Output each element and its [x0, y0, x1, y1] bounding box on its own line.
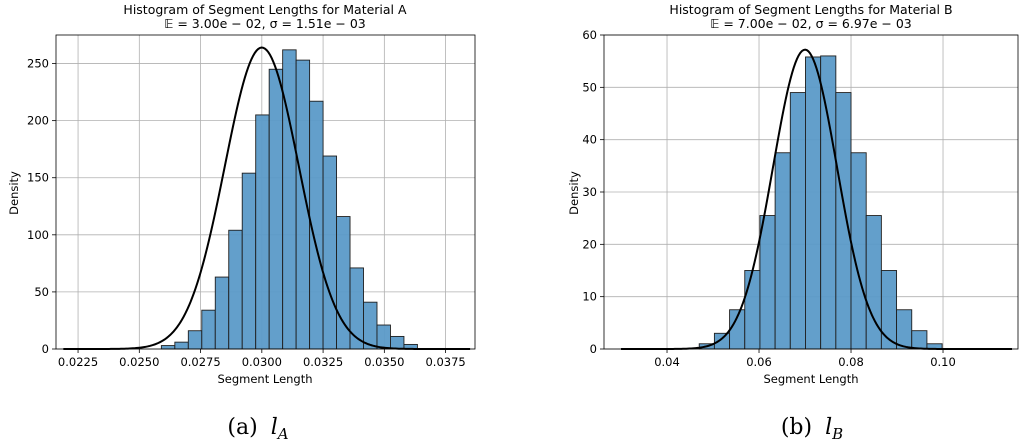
chart-b-y-label: Density: [567, 171, 581, 215]
chart-a-bar-1: [174, 341, 189, 350]
caption-b-prefix: (b): [781, 415, 812, 440]
chart-a-x-label: Segment Length: [217, 372, 312, 386]
chart-b-x-label: Segment Length: [763, 372, 858, 386]
chart-b-ytick-label-5: 50: [582, 80, 597, 94]
chart-a-bar-5: [228, 229, 243, 350]
caption-b-var: l: [825, 415, 832, 440]
chart-a-bar-6: [241, 172, 257, 350]
caption-a-var: l: [271, 415, 278, 440]
chart-b-bar-12: [880, 270, 898, 350]
chart-a-bars: [160, 49, 418, 350]
caption-b: (b) lB: [781, 415, 843, 441]
chart-a-xtick-label-5: 0.0350: [364, 355, 404, 369]
chart-a-bar-4: [214, 276, 230, 350]
chart-a-ytick-label-0: 0: [42, 342, 49, 356]
chart-a-ytick-label-5: 250: [27, 57, 49, 71]
chart-a-title: Histogram of Segment Lengths for Materia…: [123, 2, 407, 17]
chart-b-bar-9: [835, 92, 852, 350]
chart-b-y-ticks: 0 10 20 30 40 50 60: [582, 28, 604, 356]
chart-b-ytick-label-4: 40: [582, 133, 597, 147]
chart-a-xtick-label-2: 0.0275: [180, 355, 220, 369]
chart-b-bar-5: [774, 152, 791, 350]
chart-a-ytick-label-2: 100: [27, 228, 49, 242]
chart-b-bar-6: [789, 92, 806, 350]
chart-b-bar-7: [805, 56, 822, 350]
chart-b-x-ticks: 0.04 0.06 0.08 0.10: [654, 349, 956, 369]
chart-a-xtick-label-6: 0.0375: [425, 355, 465, 369]
chart-material-a: Histogram of Segment Lengths for Materia…: [7, 2, 476, 386]
chart-a-bar-17: [390, 335, 405, 350]
chart-material-b: Histogram of Segment Lengths for Materia…: [567, 2, 1019, 386]
chart-a-y-ticks: 0 50 100 150 200 250: [27, 57, 56, 356]
chart-b-bar-8: [820, 55, 837, 350]
chart-a-xtick-label-3: 0.0300: [242, 355, 282, 369]
chart-a-bar-9: [282, 49, 297, 350]
chart-a-bar-16: [376, 324, 391, 350]
chart-b-ytick-label-2: 20: [582, 237, 597, 251]
chart-a-bar-12: [322, 155, 338, 350]
chart-b-ytick-label-6: 60: [582, 28, 597, 42]
chart-b-xtick-label-3: 0.10: [930, 355, 956, 369]
chart-b-xtick-label-1: 0.06: [746, 355, 772, 369]
chart-a-bar-0: [160, 345, 176, 350]
chart-b-xtick-label-2: 0.08: [838, 355, 864, 369]
chart-b-title: Histogram of Segment Lengths for Materia…: [669, 2, 952, 17]
chart-b-ytick-label-1: 10: [582, 290, 597, 304]
chart-b-bar-13: [896, 309, 913, 350]
chart-a-bar-7: [255, 114, 270, 350]
chart-a-frame: [55, 34, 476, 350]
caption-a-sub: A: [276, 425, 289, 441]
caption-b-sub: B: [831, 425, 843, 441]
chart-a-xtick-label-1: 0.0250: [119, 355, 159, 369]
chart-b-xtick-label-0: 0.04: [654, 355, 680, 369]
chart-a-ytick-label-1: 50: [34, 285, 49, 299]
chart-a-xtick-label-0: 0.0225: [58, 355, 98, 369]
chart-b-subtitle: 𝔼 = 7.00e − 02, σ = 6.97e − 03: [710, 16, 912, 31]
chart-b-bars: [698, 55, 943, 350]
chart-b-bar-3: [744, 270, 761, 350]
chart-a-x-ticks: 0.0225 0.0250 0.0275 0.0300 0.0325 0.0350 0.03…: [58, 349, 466, 369]
chart-a-bar-8: [268, 68, 284, 350]
caption-a-prefix: (a): [227, 415, 257, 440]
chart-a-ytick-label-4: 200: [27, 114, 49, 128]
chart-a-bar-3: [201, 309, 216, 350]
caption-a: (a) lA: [227, 415, 288, 441]
chart-a-subtitle: 𝔼 = 3.00e − 02, σ = 1.51e − 03: [164, 16, 366, 31]
chart-b-bar-14: [911, 330, 928, 350]
chart-b-ytick-label-0: 0: [590, 342, 597, 356]
chart-a-y-label: Density: [7, 171, 21, 215]
chart-b-bar-4: [759, 215, 776, 350]
chart-b-ytick-label-3: 30: [582, 185, 597, 199]
chart-a-ytick-label-3: 150: [27, 171, 49, 185]
chart-a-bar-2: [187, 330, 203, 350]
chart-a-xtick-label-4: 0.0325: [303, 355, 343, 369]
